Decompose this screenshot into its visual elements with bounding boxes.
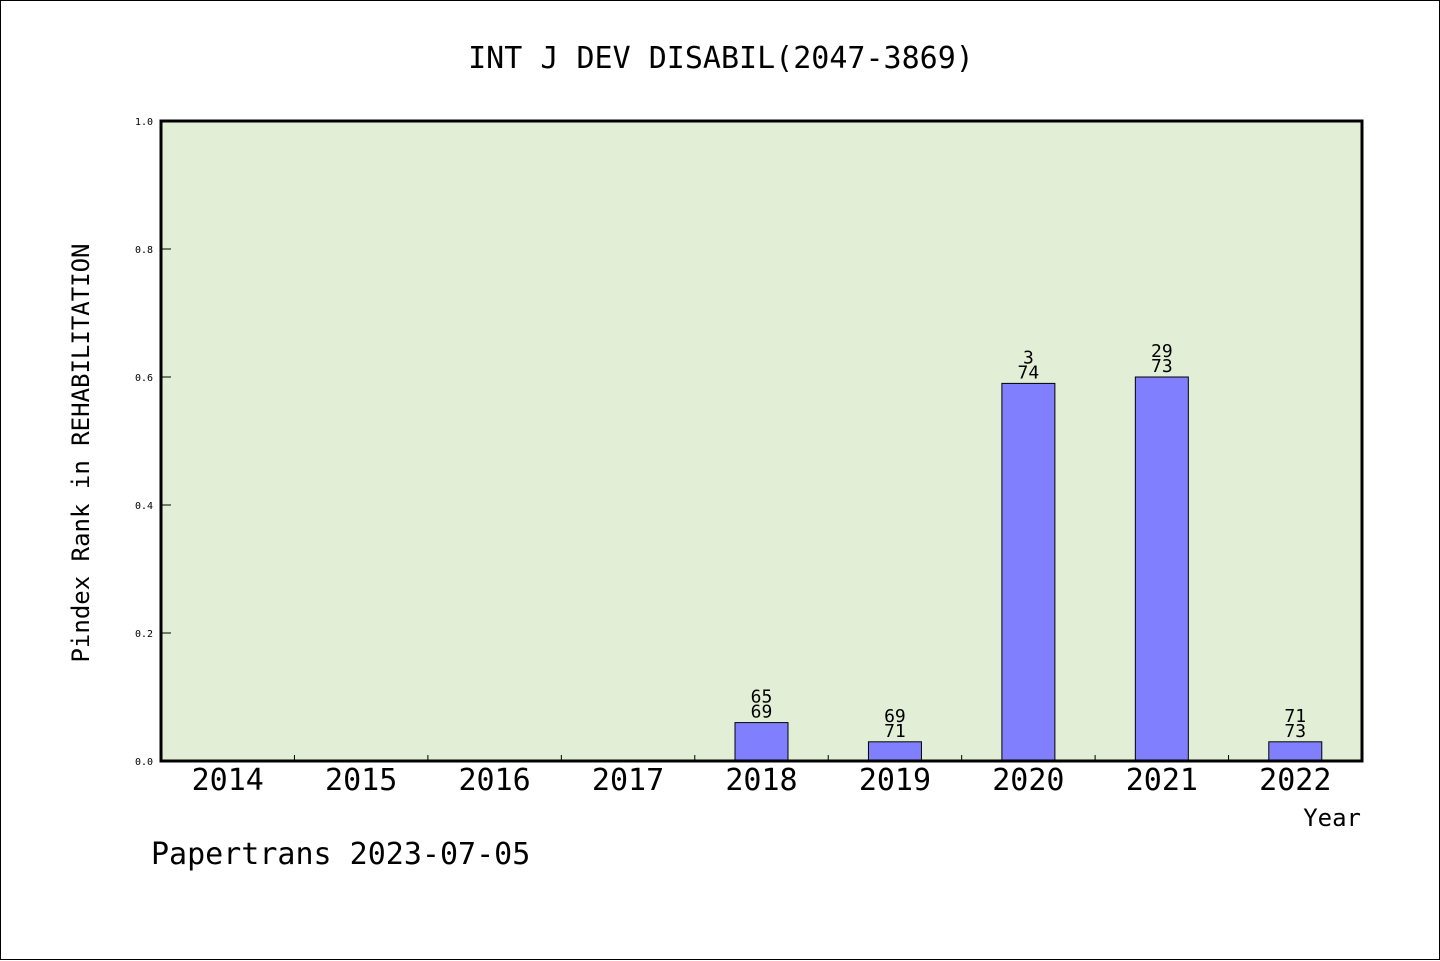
bar-2020 (1001, 382, 1056, 762)
y-tick-label: 0.8 (135, 245, 153, 256)
bar-label-bottom: 71 (884, 721, 906, 742)
x-axis: 2014 2015 2016 2017 2018 2019 2020 2021 2022 (192, 755, 1331, 798)
bar-label-top: 29 (1151, 341, 1173, 362)
bar-2022 (1268, 741, 1323, 762)
bar-label-bottom: 73 (1151, 356, 1173, 377)
bar-label-top: 65 (751, 687, 773, 708)
x-tick-label: 2017 (592, 763, 664, 798)
x-tick-label: 2020 (992, 763, 1064, 798)
bar-label-top: 71 (1284, 706, 1306, 727)
bar-label-bottom: 69 (751, 702, 773, 723)
x-tick-label: 2021 (1126, 763, 1198, 798)
bar-label-top: 3 (1023, 347, 1034, 368)
plot-border (159, 119, 1364, 763)
bar-label-bottom: 74 (1018, 362, 1040, 383)
bar-2018 (734, 722, 789, 762)
bar-label-bottom: 73 (1284, 721, 1306, 742)
y-tick-label: 0.4 (135, 501, 153, 512)
y-tick-label: 0.0 (135, 757, 153, 768)
y-tick-label: 0.2 (135, 629, 153, 640)
bar-2019 (867, 741, 922, 762)
y-axis-label: Pindex Rank in REHABILITATION (67, 243, 95, 662)
x-tick-label: 2022 (1259, 763, 1331, 798)
x-tick-label: 2014 (192, 763, 264, 798)
bars-group (734, 376, 1323, 762)
footer-credit: Papertrans 2023-07-05 (151, 837, 530, 872)
bar-2021 (1134, 376, 1189, 762)
x-tick-label: 2016 (458, 763, 530, 798)
x-tick-label: 2019 (859, 763, 931, 798)
chart-title: INT J DEV DISABIL(2047-3869) (468, 41, 974, 76)
x-tick-label: 2015 (325, 763, 397, 798)
y-tick-label: 0.6 (135, 373, 153, 384)
x-axis-label: Year (1303, 804, 1361, 832)
y-tick-label: 1.0 (135, 117, 153, 128)
bar-label-top: 69 (884, 706, 906, 727)
x-tick-label: 2018 (725, 763, 797, 798)
